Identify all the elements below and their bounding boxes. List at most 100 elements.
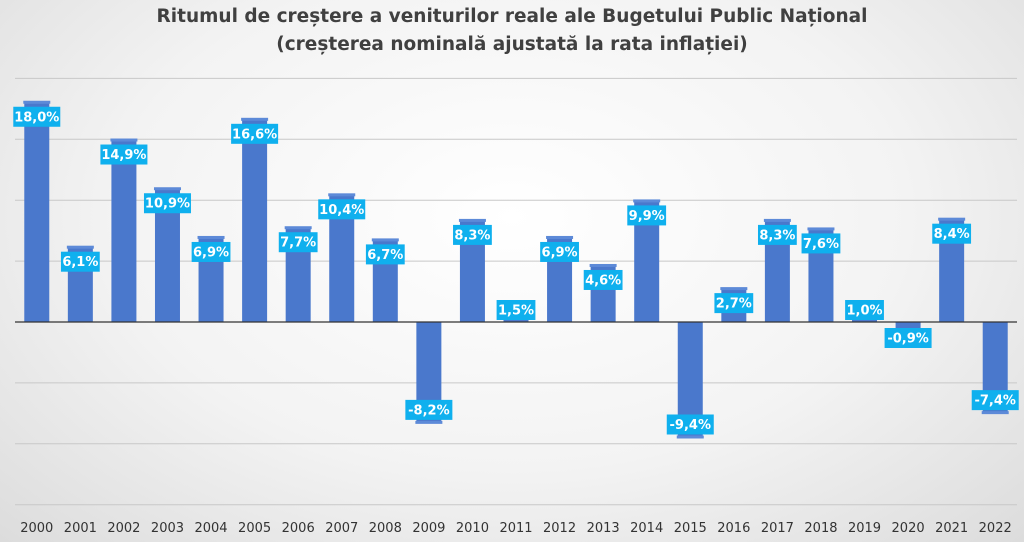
data-label-text: -7,4%	[974, 394, 1015, 409]
data-label-text: 9,9%	[629, 209, 665, 224]
data-label: 10,4%	[318, 199, 366, 220]
x-tick-label: 2005	[238, 521, 271, 536]
bar-cap	[153, 187, 181, 191]
bar-cap	[415, 420, 443, 424]
data-label-box	[231, 123, 279, 144]
data-label-text: 6,7%	[367, 248, 403, 263]
data-label-box	[714, 293, 754, 314]
data-label: 8,4%	[932, 223, 972, 244]
data-label-box	[496, 300, 536, 320]
x-tick-label: 2018	[804, 521, 837, 536]
data-label-text: -8,2%	[408, 403, 449, 418]
data-label: 2,7%	[714, 293, 754, 314]
x-tick-label: 2008	[369, 521, 402, 536]
data-label: 1,0%	[845, 300, 884, 320]
data-label-box	[143, 193, 191, 214]
data-label-box	[627, 205, 667, 226]
data-label: -9,4%	[666, 414, 714, 435]
bar-cap	[676, 435, 704, 439]
data-label-text: 8,4%	[934, 227, 970, 242]
data-label-box	[884, 328, 932, 348]
x-tick-label: 2000	[20, 521, 53, 536]
chart-title: Ritumul de creștere a veniturilor reale …	[156, 6, 868, 27]
data-label-text: 16,6%	[232, 127, 277, 142]
x-tick-label: 2019	[848, 521, 881, 536]
data-label-text: 7,7%	[280, 236, 316, 251]
data-label: 10,9%	[143, 193, 191, 214]
data-label-box	[318, 199, 366, 220]
data-label-box	[60, 251, 100, 272]
x-tick-label: 2006	[282, 521, 315, 536]
bar-cap	[763, 218, 791, 222]
data-label-text: 18,0%	[14, 110, 59, 125]
data-label: 9,9%	[627, 205, 667, 226]
bar-cap	[720, 287, 748, 291]
x-tick-label: 2010	[456, 521, 489, 536]
x-tick-label: 2003	[151, 521, 184, 536]
x-tick-label: 2012	[543, 521, 576, 536]
data-label-text: -0,9%	[887, 332, 928, 347]
data-label: 6,9%	[540, 241, 579, 262]
x-tick-label: 2014	[630, 521, 663, 536]
bar-cap	[241, 117, 269, 121]
x-tick-label: 2004	[194, 521, 227, 536]
data-label-box	[100, 144, 148, 165]
x-tick-label: 2013	[587, 521, 620, 536]
bar-cap	[23, 100, 51, 104]
data-label-box	[13, 106, 61, 127]
data-label: -0,9%	[884, 328, 932, 348]
x-tick-label: 2009	[412, 521, 445, 536]
data-label-box	[453, 224, 492, 245]
gridlines	[15, 77, 1017, 506]
data-label-text: 6,9%	[542, 245, 578, 260]
data-label-text: 1,5%	[498, 304, 534, 319]
bar-cap	[589, 263, 617, 267]
bars	[23, 100, 1009, 439]
data-label-text: 10,4%	[319, 203, 364, 218]
data-label-box	[365, 244, 405, 265]
data-label-text: 8,3%	[454, 228, 490, 243]
data-label: 6,1%	[60, 251, 100, 272]
data-label-box	[540, 241, 579, 262]
x-tick-label: 2007	[325, 521, 358, 536]
chart-subtitle: (creșterea nominală ajustată la rata inf…	[276, 34, 748, 55]
bar-cap	[546, 235, 574, 239]
bar-cap	[633, 199, 661, 203]
x-tick-label: 2002	[107, 521, 140, 536]
data-label-box	[583, 269, 623, 290]
data-label-box	[845, 300, 884, 320]
data-label-box	[971, 390, 1019, 411]
data-label-text: 4,6%	[585, 273, 621, 288]
data-label-text: 6,9%	[193, 245, 229, 260]
bar-cap	[66, 245, 94, 249]
bar	[111, 140, 137, 322]
data-label-text: 7,6%	[803, 237, 839, 252]
data-label-text: 1,0%	[846, 304, 882, 319]
data-label: -8,2%	[405, 399, 453, 420]
data-label-box	[278, 232, 318, 253]
data-label: 1,5%	[496, 300, 536, 320]
bar-cap	[197, 235, 225, 239]
data-label-text: 14,9%	[101, 148, 146, 163]
x-tick-label: 2017	[761, 521, 794, 536]
data-label: 6,7%	[365, 244, 405, 265]
bar-cap	[981, 411, 1009, 415]
data-label-box	[191, 241, 231, 262]
bar	[895, 322, 921, 333]
data-labels: 18,0% 6,1% 14,9% 10,9% 6,9% 16,6% 7,7% 10,4% 6,7…	[13, 106, 1019, 435]
data-label-box	[405, 399, 453, 420]
data-label-box	[666, 414, 714, 435]
data-label: 8,3%	[453, 224, 492, 245]
data-label-box	[757, 224, 797, 245]
data-label: 7,6%	[801, 233, 841, 254]
bar	[242, 119, 268, 322]
data-label: 8,3%	[757, 224, 797, 245]
x-tick-label: 2011	[499, 521, 532, 536]
x-tick-label: 2001	[64, 521, 97, 536]
bar	[24, 102, 50, 322]
data-label: 16,6%	[231, 123, 279, 144]
data-label: 7,7%	[278, 232, 318, 253]
data-label: 6,9%	[191, 241, 231, 262]
